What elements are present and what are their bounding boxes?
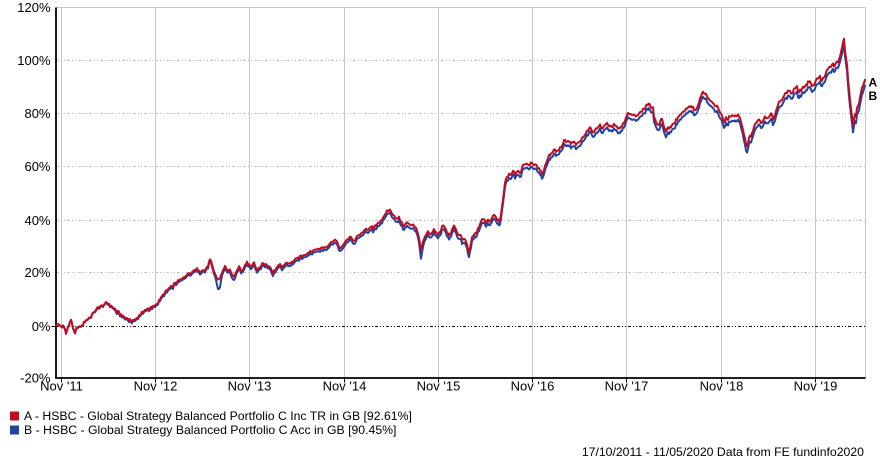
svg-text:B - HSBC - Global Strategy Bal: B - HSBC - Global Strategy Balanced Port… [24, 423, 396, 437]
svg-text:A - HSBC - Global Strategy Bal: A - HSBC - Global Strategy Balanced Port… [24, 409, 412, 423]
svg-text:80%: 80% [24, 106, 50, 121]
svg-text:60%: 60% [24, 159, 50, 174]
svg-text:Nov '18: Nov '18 [700, 379, 744, 394]
svg-text:17/10/2011 - 11/05/2020 Data f: 17/10/2011 - 11/05/2020 Data from FE fun… [582, 445, 864, 459]
svg-text:Nov '15: Nov '15 [417, 379, 461, 394]
svg-text:Nov '17: Nov '17 [605, 379, 649, 394]
svg-text:A: A [869, 76, 878, 90]
svg-text:120%: 120% [17, 0, 51, 15]
svg-text:Nov '14: Nov '14 [323, 379, 367, 394]
svg-text:Nov '19: Nov '19 [794, 379, 838, 394]
svg-text:B: B [869, 89, 878, 103]
svg-text:0%: 0% [32, 319, 51, 334]
svg-text:20%: 20% [24, 265, 50, 280]
svg-text:Nov '12: Nov '12 [134, 379, 178, 394]
svg-text:100%: 100% [17, 53, 51, 68]
svg-text:Nov '11: Nov '11 [40, 379, 83, 394]
svg-text:40%: 40% [24, 213, 50, 228]
svg-text:Nov '16: Nov '16 [511, 379, 555, 394]
svg-text:-20%: -20% [20, 371, 51, 386]
svg-text:Nov '13: Nov '13 [228, 379, 272, 394]
